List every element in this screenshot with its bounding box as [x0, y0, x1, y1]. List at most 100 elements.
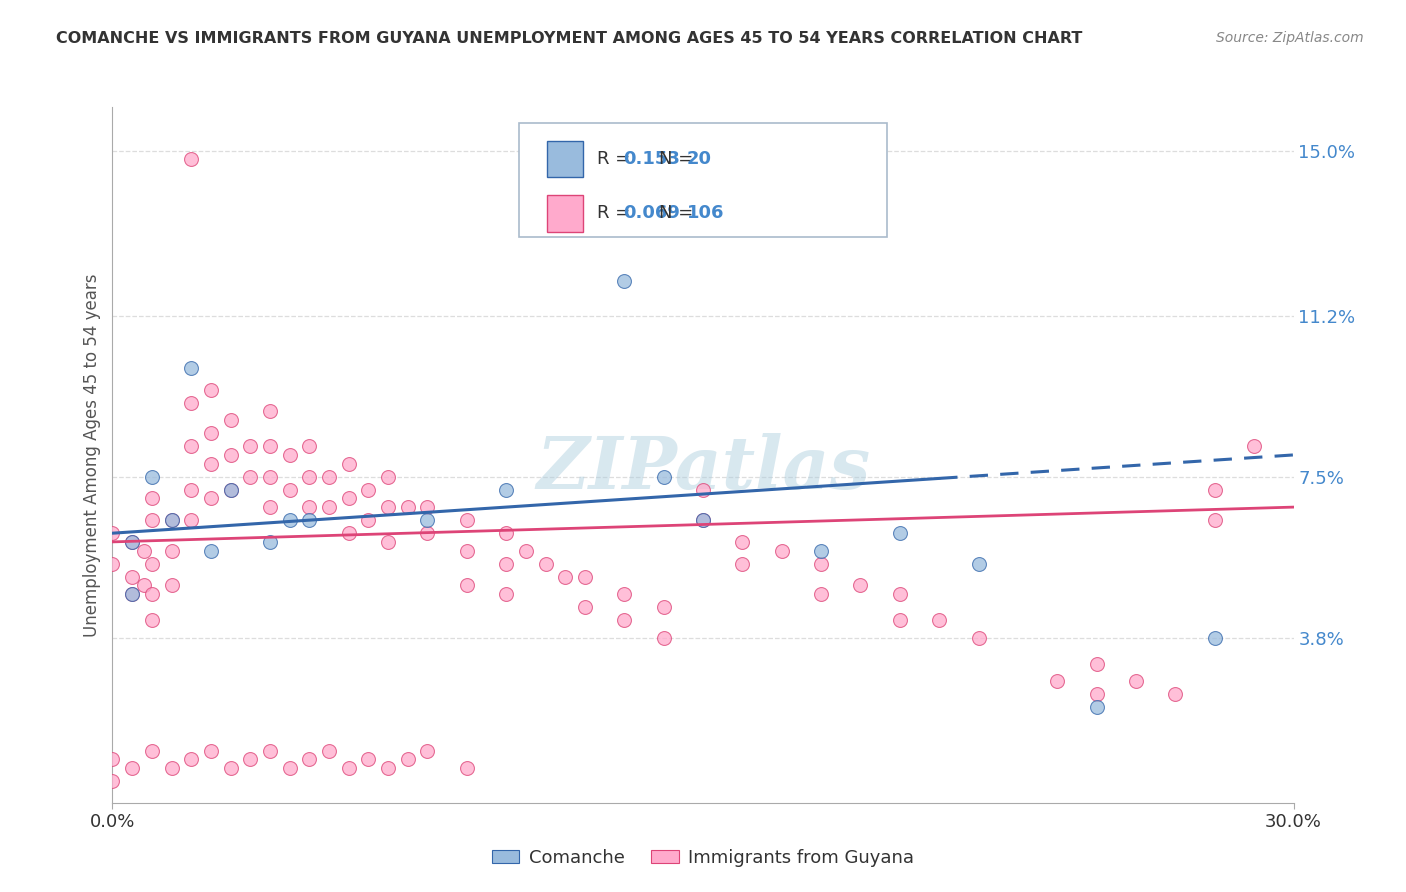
Point — [357, 513, 380, 527]
Point — [456, 761, 478, 775]
Point — [160, 543, 183, 558]
Point — [219, 483, 242, 497]
Point — [357, 483, 380, 497]
Point — [396, 500, 419, 514]
Legend: Comanche, Immigrants from Guyana: Comanche, Immigrants from Guyana — [485, 841, 921, 874]
Point — [928, 613, 950, 627]
Point — [889, 613, 911, 627]
Point — [652, 600, 675, 615]
Point — [318, 500, 340, 514]
Point — [377, 535, 399, 549]
Point — [613, 587, 636, 601]
Point — [337, 457, 360, 471]
Point — [337, 761, 360, 775]
Point — [121, 535, 143, 549]
Point — [574, 570, 596, 584]
Point — [239, 439, 262, 453]
Point — [731, 557, 754, 571]
Point — [101, 752, 124, 766]
Point — [101, 557, 124, 571]
Point — [121, 535, 143, 549]
Point — [692, 513, 714, 527]
Point — [396, 752, 419, 766]
Point — [180, 152, 202, 166]
Point — [278, 513, 301, 527]
Point — [219, 483, 242, 497]
Point — [416, 513, 439, 527]
Point — [318, 469, 340, 483]
Y-axis label: Unemployment Among Ages 45 to 54 years: Unemployment Among Ages 45 to 54 years — [83, 273, 101, 637]
Text: 20: 20 — [688, 150, 711, 169]
Point — [692, 483, 714, 497]
Point — [200, 744, 222, 758]
Point — [613, 613, 636, 627]
Point — [810, 587, 832, 601]
Point — [259, 404, 281, 418]
Text: N =: N = — [658, 150, 699, 169]
Text: R =: R = — [596, 204, 636, 222]
Point — [121, 587, 143, 601]
Point — [534, 557, 557, 571]
Point — [495, 483, 517, 497]
Point — [278, 761, 301, 775]
Point — [456, 543, 478, 558]
Point — [180, 513, 202, 527]
Point — [337, 491, 360, 506]
Point — [121, 761, 143, 775]
Point — [416, 744, 439, 758]
Point — [652, 469, 675, 483]
Point — [1164, 687, 1187, 701]
Point — [141, 469, 163, 483]
Point — [1085, 657, 1108, 671]
Point — [219, 761, 242, 775]
Point — [574, 600, 596, 615]
Text: Source: ZipAtlas.com: Source: ZipAtlas.com — [1216, 31, 1364, 45]
Point — [219, 448, 242, 462]
Point — [141, 613, 163, 627]
Point — [416, 526, 439, 541]
Point — [200, 457, 222, 471]
Point — [1085, 687, 1108, 701]
Point — [1085, 700, 1108, 714]
Point — [180, 483, 202, 497]
Text: R =: R = — [596, 150, 636, 169]
Point — [1204, 631, 1226, 645]
Point — [298, 513, 321, 527]
Point — [495, 587, 517, 601]
Point — [1046, 674, 1069, 689]
Point — [141, 744, 163, 758]
Point — [849, 578, 872, 592]
Point — [337, 526, 360, 541]
Text: 0.153: 0.153 — [623, 150, 681, 169]
Point — [377, 761, 399, 775]
Point — [132, 578, 155, 592]
Point — [770, 543, 793, 558]
Point — [1204, 483, 1226, 497]
Point — [377, 500, 399, 514]
Point — [298, 439, 321, 453]
Text: ZIPatlas: ZIPatlas — [536, 434, 870, 504]
Point — [298, 752, 321, 766]
Point — [200, 491, 222, 506]
Text: 106: 106 — [688, 204, 724, 222]
Point — [200, 426, 222, 441]
Point — [613, 274, 636, 288]
Point — [889, 587, 911, 601]
Point — [160, 761, 183, 775]
Point — [515, 543, 537, 558]
Point — [278, 448, 301, 462]
Text: COMANCHE VS IMMIGRANTS FROM GUYANA UNEMPLOYMENT AMONG AGES 45 TO 54 YEARS CORREL: COMANCHE VS IMMIGRANTS FROM GUYANA UNEMP… — [56, 31, 1083, 46]
Point — [278, 483, 301, 497]
Point — [132, 543, 155, 558]
Point — [456, 513, 478, 527]
Point — [239, 752, 262, 766]
Point — [416, 500, 439, 514]
Point — [180, 360, 202, 375]
Point — [456, 578, 478, 592]
Point — [259, 744, 281, 758]
Point — [495, 557, 517, 571]
Point — [160, 513, 183, 527]
Point — [180, 396, 202, 410]
Point — [101, 526, 124, 541]
Point — [141, 587, 163, 601]
